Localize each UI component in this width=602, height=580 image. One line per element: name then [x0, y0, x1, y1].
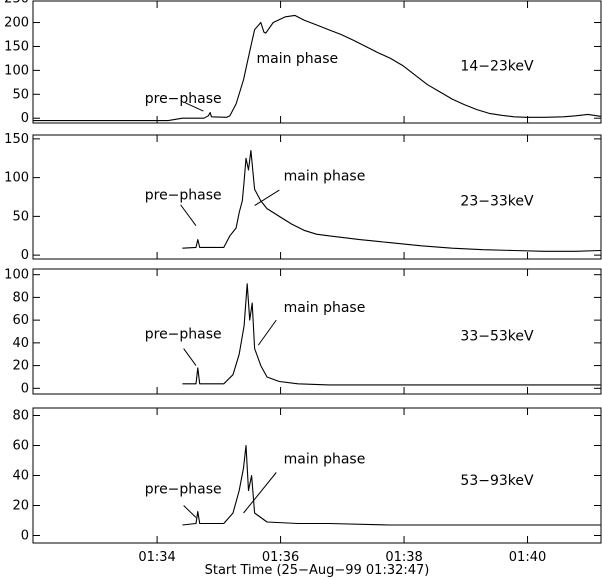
y-tick-label: 150 [4, 39, 29, 54]
y-tick-label: 100 [4, 268, 29, 283]
energy-band-label: 23−33keV [460, 194, 534, 210]
y-tick-label: 0 [21, 381, 29, 396]
series-line [182, 149, 601, 252]
annotation-pointer [243, 472, 277, 514]
y-tick-label: 0 [21, 248, 29, 263]
panel-1: 0 50 100 150 200 250 pre−phase main phase 14−23k… [4, 0, 602, 126]
y-tick-label: 250 [4, 0, 29, 7]
x-tick-label: 01:36 [262, 550, 299, 565]
pre-phase-annotation: pre−phase [145, 482, 222, 498]
energy-band-label: 14−23keV [460, 59, 534, 75]
y-tick-label: 20 [12, 499, 29, 514]
panel-frame [32, 134, 602, 260]
y-tick-label: 80 [12, 409, 29, 424]
series-line [33, 14, 601, 122]
y-tick-label: 0 [21, 111, 29, 126]
main-phase-annotation: main phase [284, 300, 366, 316]
y-tick-label: 80 [12, 290, 29, 305]
pre-phase-annotation: pre−phase [145, 91, 222, 107]
y-tick-label: 40 [12, 336, 29, 351]
x-tick-label: 01:38 [385, 550, 422, 565]
pre-phase-annotation: pre−phase [145, 326, 222, 342]
panel-3: 0 20 40 60 80 100 pre−phase main phase 33−53keV [4, 268, 602, 396]
panel-frame [32, 0, 602, 124]
main-phase-annotation: main phase [284, 452, 366, 468]
panel-frame [32, 268, 602, 395]
annotation-pointer [185, 102, 204, 112]
y-tick-label: 40 [12, 469, 29, 484]
main-phase-annotation: main phase [256, 51, 338, 67]
annotation-pointer [183, 348, 197, 366]
series-line [182, 283, 601, 386]
y-tick-label: 200 [4, 16, 29, 31]
y-tick-label: 50 [12, 209, 29, 224]
panel-2: 0 50 100 150 pre−phase main phase 23−33keV [4, 132, 602, 263]
x-tick-label: 01:40 [509, 550, 546, 565]
y-tick-label: 50 [12, 87, 29, 102]
energy-band-label: 33−53keV [460, 328, 534, 344]
main-phase-annotation: main phase [284, 169, 366, 185]
y-tick-label: 60 [12, 313, 29, 328]
x-tick-label: 01:34 [138, 550, 175, 565]
annotation-pointer [254, 189, 280, 206]
y-tick-label: 100 [4, 171, 29, 186]
annotation-pointer [257, 319, 277, 346]
x-axis-label: Start Time (25−Aug−99 01:32:47) [205, 563, 430, 578]
y-tick-label: 100 [4, 63, 29, 78]
pre-phase-annotation: pre−phase [145, 187, 222, 203]
y-tick-label: 150 [4, 132, 29, 147]
y-tick-label: 60 [12, 439, 29, 454]
panel-4: 0 20 40 60 80 pre−phase main phase 53−93keV [12, 407, 602, 544]
annotation-pointer [183, 505, 197, 518]
energy-band-label: 53−93keV [460, 473, 534, 489]
series-line [182, 444, 601, 526]
y-tick-label: 0 [21, 529, 29, 544]
y-tick-label: 20 [12, 359, 29, 374]
annotation-pointer [180, 204, 197, 226]
